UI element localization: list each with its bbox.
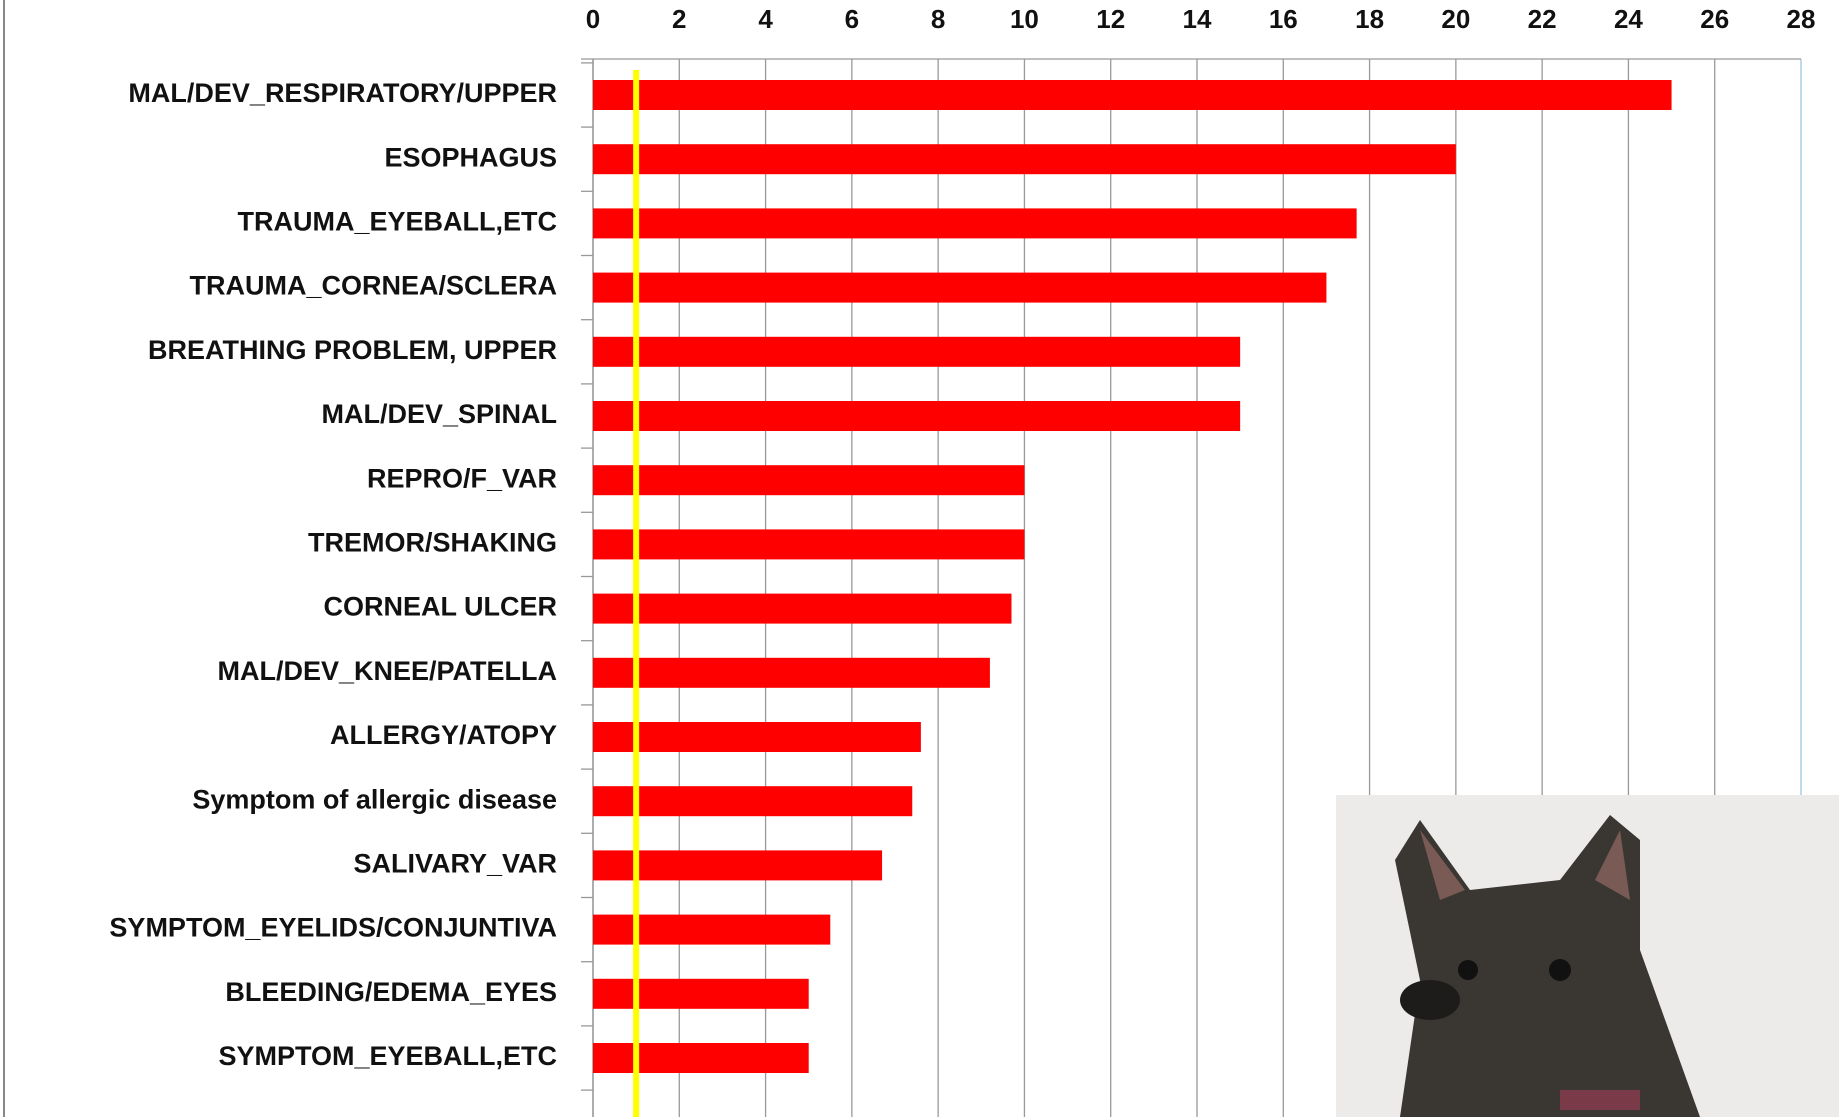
y-tick-label: TRAUMA_EYEBALL,ETC — [237, 207, 557, 237]
bar — [593, 914, 831, 945]
bar — [593, 465, 1025, 496]
y-tick-label: SYMPTOM_EYELIDS/CONJUNTIVA — [109, 913, 557, 943]
bar — [593, 208, 1357, 239]
x-tick-label: 26 — [1700, 4, 1729, 34]
y-tick-label: BLEEDING/EDEMA_EYES — [225, 977, 557, 1007]
y-tick-label: REPRO/F_VAR — [367, 463, 557, 493]
x-tick-label: 20 — [1441, 4, 1470, 34]
y-tick-label: CORNEAL ULCER — [323, 592, 557, 622]
plot-area: 0 2 4 6 8 10 12 14 16 18 20 22 24 26 28MAL/DEV_RESPIRA… — [109, 4, 1815, 1117]
x-tick-label: 12 — [1096, 4, 1125, 34]
y-tick-label: SYMPTOM_EYEBALL,ETC — [218, 1041, 557, 1071]
bar — [593, 80, 1672, 110]
bar — [593, 336, 1241, 367]
x-tick-label: 28 — [1787, 4, 1816, 34]
x-tick-label: 24 — [1614, 4, 1643, 34]
bar — [593, 593, 1012, 624]
x-tick-label: 8 — [931, 4, 945, 34]
x-tick-label: 2 — [672, 4, 686, 34]
y-tick-label: SALIVARY_VAR — [353, 849, 557, 879]
y-tick-label: BREATHING PROBLEM, UPPER — [148, 335, 557, 365]
y-tick-label: ESOPHAGUS — [384, 142, 557, 172]
bar — [593, 1043, 809, 1073]
bar — [593, 657, 990, 688]
bar — [593, 786, 913, 817]
y-tick-label: MAL/DEV_RESPIRATORY/UPPER — [128, 78, 557, 108]
dog-photo — [1336, 795, 1839, 1117]
y-tick-label: TRAUMA_CORNEA/SCLERA — [189, 271, 557, 301]
bar — [593, 850, 883, 881]
bar — [593, 722, 921, 752]
x-tick-label: 0 — [586, 4, 600, 34]
bar — [593, 272, 1327, 303]
x-tick-label: 4 — [758, 4, 773, 34]
x-tick-label: 16 — [1269, 4, 1298, 34]
x-tick-label: 18 — [1355, 4, 1384, 34]
x-tick-label: 10 — [1010, 4, 1039, 34]
y-tick-label: ALLERGY/ATOPY — [330, 720, 557, 750]
x-tick-label: 22 — [1528, 4, 1557, 34]
bar — [593, 401, 1241, 431]
y-tick-label: MAL/DEV_KNEE/PATELLA — [217, 656, 557, 686]
y-tick-label: MAL/DEV_SPINAL — [321, 399, 557, 429]
y-tick-label: Symptom of allergic disease — [192, 784, 557, 814]
x-tick-label: 6 — [845, 4, 859, 34]
x-tick-label: 14 — [1183, 4, 1212, 34]
bar — [593, 978, 809, 1009]
bar — [593, 529, 1025, 560]
bar — [593, 144, 1456, 175]
y-tick-label: TREMOR/SHAKING — [308, 528, 557, 558]
